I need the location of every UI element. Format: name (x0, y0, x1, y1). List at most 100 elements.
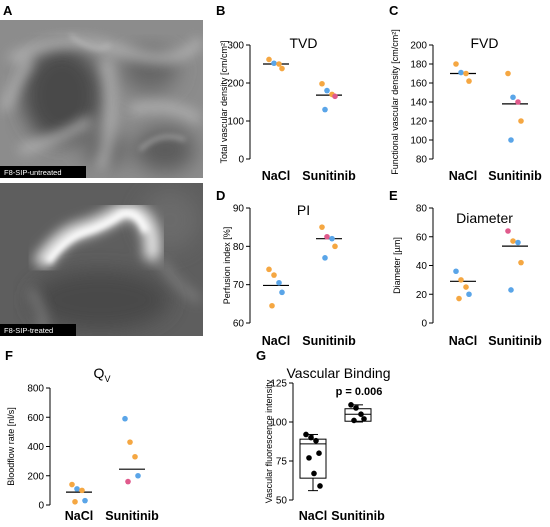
y-tick-label: 180 (410, 60, 427, 71)
data-point (518, 118, 524, 124)
y-tick-label: 200 (227, 79, 244, 90)
y-tick-label: 70 (233, 280, 245, 291)
data-point (458, 277, 464, 283)
y-tick-label: 50 (276, 496, 288, 507)
data-point (74, 486, 80, 492)
y-axis-label: Perfusion index [%] (222, 227, 232, 305)
y-tick-label: 300 (227, 41, 244, 52)
data-point (351, 417, 357, 424)
data-point (458, 69, 464, 76)
x-category-label: Sunitinib (302, 334, 356, 348)
x-category-label: NaCl (65, 509, 93, 522)
data-point (313, 437, 319, 444)
data-point (508, 137, 514, 143)
x-category-label: NaCl (262, 169, 290, 183)
data-point (79, 487, 85, 494)
y-tick-label: 20 (416, 290, 428, 301)
y-tick-label: 80 (416, 155, 428, 166)
y-tick-label: 0 (38, 501, 44, 512)
x-category-label: NaCl (262, 334, 290, 348)
y-tick-label: 100 (227, 117, 244, 128)
x-category-label: NaCl (449, 334, 477, 348)
data-point (303, 431, 309, 438)
data-point (332, 93, 338, 100)
data-point (510, 94, 516, 101)
y-tick-label: 75 (276, 457, 288, 468)
data-point (122, 415, 128, 422)
p-value-annotation: p = 0.006 (336, 386, 383, 398)
data-point (466, 78, 472, 84)
data-point (508, 287, 514, 293)
image-caption-untreated: F8-SIP-untreated (4, 168, 62, 177)
y-tick-label: 800 (27, 384, 44, 395)
data-point (358, 411, 364, 418)
data-point (69, 481, 75, 488)
data-point (453, 61, 459, 67)
chart-title: TVD (290, 35, 318, 51)
data-point (348, 402, 354, 408)
x-category-label: Sunitinib (105, 509, 159, 522)
data-point (510, 238, 516, 244)
data-point (322, 106, 328, 113)
y-tick-label: 600 (27, 413, 44, 424)
data-point (505, 70, 511, 77)
data-point (319, 224, 325, 230)
data-point (311, 470, 317, 477)
x-category-label: Sunitinib (302, 169, 356, 183)
data-point (329, 235, 335, 242)
data-point (82, 497, 88, 504)
panel-letter-c: C (389, 3, 399, 18)
y-tick-label: 40 (416, 261, 428, 272)
y-tick-label: 80 (233, 242, 245, 253)
x-category-label: NaCl (449, 169, 477, 183)
data-point (308, 434, 314, 441)
chart-title-subscript: V (104, 374, 110, 384)
data-point (269, 302, 275, 309)
data-point (515, 99, 521, 105)
chart-c: C FVD 80 100 120 140 160 180 200 Functional vascu… (389, 3, 542, 183)
y-tick-label: 120 (410, 117, 427, 128)
chart-title: QV (94, 365, 111, 384)
panel-letter-d: D (216, 188, 225, 203)
data-point (271, 272, 277, 278)
data-point (453, 268, 459, 275)
data-point (332, 243, 338, 250)
data-point (271, 60, 277, 67)
data-point (466, 291, 472, 298)
chart-title: Vascular Binding (286, 365, 390, 381)
data-point (463, 70, 469, 77)
panel-letter-e: E (389, 188, 398, 203)
y-axis-label: Functional vascular density [cm/cm²] (390, 29, 400, 175)
data-point (266, 266, 272, 273)
box (344, 408, 372, 422)
y-tick-label: 90 (233, 204, 245, 215)
data-point (72, 498, 78, 505)
data-point (324, 87, 330, 94)
microscopy-untreated-image: F8-SIP-untreated (0, 20, 203, 178)
chart-title: PI (297, 202, 310, 218)
panel-letter-b: B (216, 3, 225, 18)
data-point (505, 228, 511, 234)
y-tick-label: 140 (410, 98, 427, 109)
data-point (135, 472, 141, 479)
y-tick-label: 0 (421, 319, 427, 330)
panel-letter-g: G (256, 348, 266, 363)
data-point (361, 416, 367, 422)
y-tick-label: 400 (27, 442, 44, 453)
data-point (518, 259, 524, 266)
data-point (456, 295, 462, 302)
chart-title: Diameter (456, 210, 513, 226)
y-tick-label: 100 (270, 418, 287, 429)
y-tick-label: 60 (233, 319, 245, 330)
data-point (127, 439, 133, 445)
chart-e: E Diameter 0 20 40 60 80 Diameter [µm] NaCl Sunit… (389, 188, 542, 348)
y-axis-label: Diameter [µm] (392, 237, 402, 294)
x-category-label: Sunitinib (331, 509, 385, 522)
data-point (279, 65, 285, 72)
y-tick-label: 100 (410, 136, 427, 147)
